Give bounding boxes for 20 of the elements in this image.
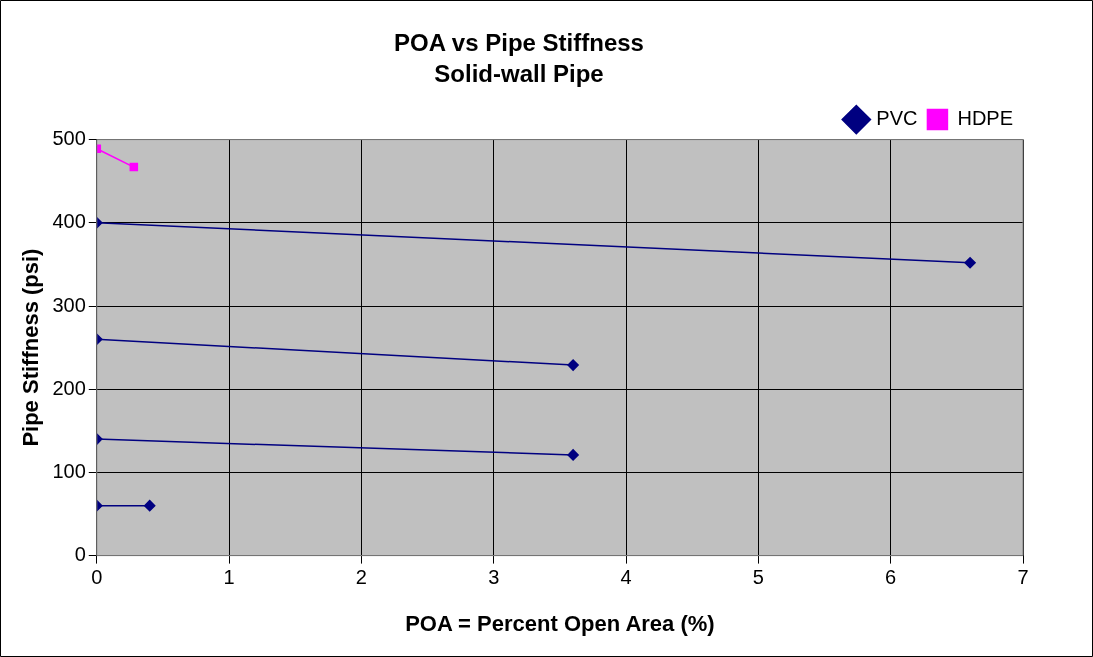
x-tick-label: 5 [752,566,764,589]
x-tick-label: 1 [223,566,235,589]
x-tick-label: 2 [355,566,367,589]
y-tick-label: 300 [52,293,86,316]
y-tick-label: 500 [52,127,86,150]
y-tick-label: 100 [52,459,86,482]
x-tick-label: 7 [1017,566,1029,589]
y-tick-label: 200 [52,376,86,399]
y-tick-label: 0 [74,543,86,566]
x-tick-label: 6 [885,566,897,589]
chart-subtitle: Solid-wall Pipe [434,59,604,87]
x-tick-label: 3 [488,566,500,589]
y-tick-label: 400 [52,210,86,233]
x-tick-label: 4 [620,566,632,589]
legend-label: HDPE [957,107,1014,130]
x-axis-title: POA = Percent Open Area (%) [405,610,715,636]
legend-label: PVC [876,107,918,130]
chart-title: POA vs Pipe Stiffness [394,29,644,57]
y-axis-title: Pipe Stiffness (psi) [18,248,44,447]
x-tick-label: 0 [91,566,103,589]
